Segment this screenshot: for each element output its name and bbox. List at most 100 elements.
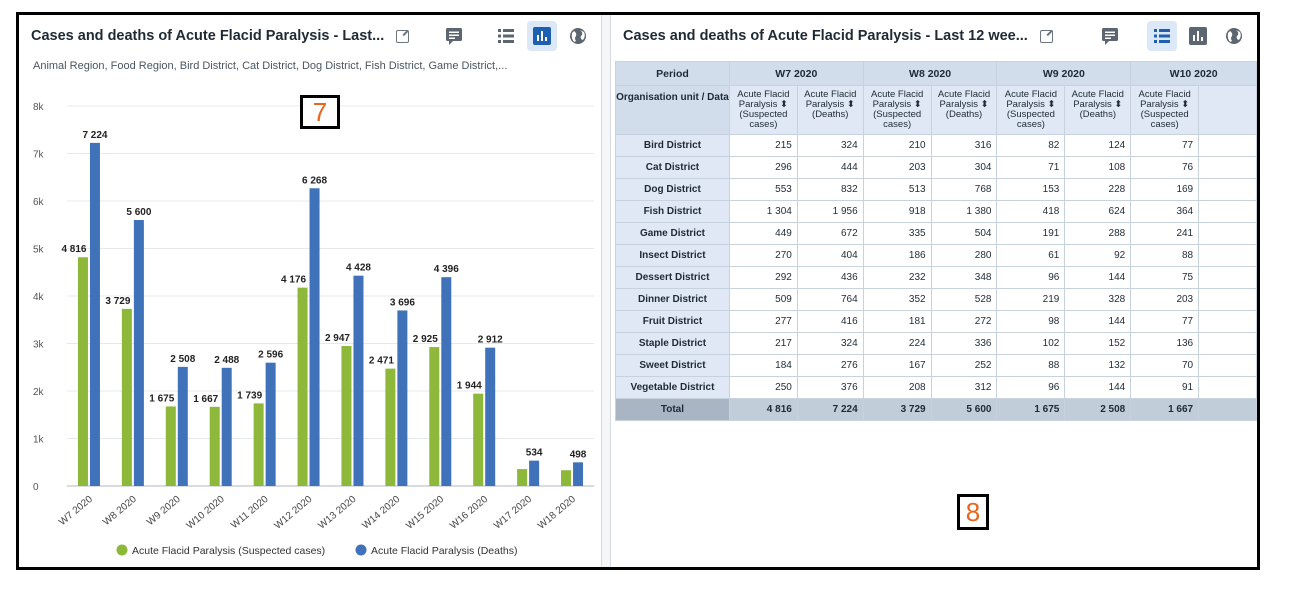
bar-suspected[interactable]: [385, 368, 396, 486]
data-label: 4 396: [434, 264, 459, 275]
bar-suspected[interactable]: [209, 406, 220, 486]
column-header-suspected[interactable]: Acute Flacid Paralysis ⬍ (Suspected case…: [862, 85, 932, 135]
x-tick-label: W10 2020: [185, 494, 227, 532]
table-row: Fish District 1 304 1 956 918 1 380 418 624 364: [615, 200, 1257, 223]
column-header-suspected[interactable]: Acute Flacid Paralysis ⬍ (Suspected case…: [996, 85, 1066, 135]
bar-deaths[interactable]: [265, 362, 276, 486]
table-row: Dessert District 292 436 232 348 96 144 75: [615, 266, 1257, 289]
bar-suspected[interactable]: [297, 287, 308, 486]
table-cell: 376: [796, 376, 864, 399]
table-cell: [1198, 354, 1257, 377]
bar-deaths[interactable]: [397, 310, 408, 486]
table-cell: 203: [1130, 288, 1200, 311]
table-header: Cases and deaths of Acute Flacid Paralys…: [611, 15, 1257, 57]
data-header-row: Organisation unit / Data Acute Flacid Pa…: [615, 85, 1257, 135]
table-cell: 152: [1064, 332, 1132, 355]
table-cell: 88: [1130, 244, 1200, 267]
view-as-chart-button[interactable]: [527, 21, 557, 51]
legend-swatch-deaths[interactable]: [355, 544, 367, 556]
period-header-row: Period W7 2020 W8 2020 W9 2020 W10 2020: [615, 61, 1257, 86]
column-header-deaths[interactable]: Acute Flacid Paralysis ⬍ (Deaths): [1064, 85, 1132, 135]
bar-suspected[interactable]: [77, 257, 88, 486]
data-label: 2 912: [478, 335, 503, 346]
table-cell: 7 224: [796, 398, 864, 421]
y-tick-label: 3k: [33, 340, 45, 351]
bar-deaths[interactable]: [353, 275, 364, 486]
bar-deaths[interactable]: [573, 462, 584, 486]
table-cell: 82: [996, 134, 1066, 157]
table-cell: 324: [796, 134, 864, 157]
data-label: 2 947: [325, 333, 350, 344]
table-cell: 250: [728, 376, 798, 399]
data-label: 2 596: [258, 350, 283, 361]
table-cell: 276: [796, 354, 864, 377]
table-cell: 1 304: [728, 200, 798, 223]
bar-deaths[interactable]: [89, 142, 100, 487]
table-row: Bird District 215 324 210 316 82 124 77: [615, 134, 1257, 157]
table-cell: 528: [930, 288, 998, 311]
column-header-deaths[interactable]: [1198, 85, 1257, 135]
bar-suspected[interactable]: [341, 346, 352, 486]
table-cell: 449: [728, 222, 798, 245]
column-header-deaths[interactable]: Acute Flacid Paralysis ⬍ (Deaths): [796, 85, 864, 135]
legend-label-suspected[interactable]: Acute Flacid Paralysis (Suspected cases): [132, 545, 325, 557]
table-cell: 217: [728, 332, 798, 355]
view-as-map-button[interactable]: [1219, 21, 1249, 51]
comment-icon: [446, 28, 462, 45]
table-cell: 77: [1130, 134, 1200, 157]
table-cell: 832: [796, 178, 864, 201]
data-label: 1 667: [193, 394, 218, 405]
bar-deaths[interactable]: [441, 277, 452, 486]
legend-label-deaths[interactable]: Acute Flacid Paralysis (Deaths): [371, 545, 517, 557]
view-as-map-button[interactable]: [563, 21, 593, 51]
bar-deaths[interactable]: [221, 367, 232, 486]
table-cell: 75: [1130, 266, 1200, 289]
bar-suspected[interactable]: [429, 347, 440, 486]
bar-deaths[interactable]: [485, 347, 496, 486]
chart-title: Cases and deaths of Acute Flacid Paralys…: [31, 28, 385, 44]
x-tick-label: W7 2020: [57, 494, 95, 528]
y-tick-label: 1k: [33, 435, 45, 446]
interpretations-button[interactable]: [1095, 21, 1125, 51]
table-cell: 252: [930, 354, 998, 377]
x-tick-label: W8 2020: [101, 494, 139, 528]
open-external-icon[interactable]: [396, 29, 410, 43]
column-header-suspected[interactable]: Acute Flacid Paralysis ⬍ (Suspected case…: [728, 85, 798, 135]
bar-suspected[interactable]: [517, 469, 528, 486]
bar-deaths[interactable]: [177, 366, 188, 486]
table-cell: 416: [796, 310, 864, 333]
column-header-deaths[interactable]: Acute Flacid Paralysis ⬍ (Deaths): [930, 85, 998, 135]
bar-suspected[interactable]: [165, 406, 176, 486]
view-as-table-button[interactable]: [491, 21, 521, 51]
open-external-icon[interactable]: [1039, 29, 1053, 43]
bar-deaths[interactable]: [309, 188, 320, 486]
table-cell: [1198, 266, 1257, 289]
bar-suspected[interactable]: [561, 470, 572, 486]
annotation-label-7: 7: [300, 95, 340, 129]
bar-suspected[interactable]: [121, 308, 132, 486]
x-tick-label: W18 2020: [536, 494, 578, 532]
table-cell: [1198, 222, 1257, 245]
row-header: Sweet District: [615, 354, 730, 377]
interpretations-button[interactable]: [439, 21, 469, 51]
table-cell: 768: [930, 178, 998, 201]
table-cell: 509: [728, 288, 798, 311]
bar-deaths[interactable]: [529, 460, 540, 486]
table-cell: 92: [1064, 244, 1132, 267]
total-row: Total 4 816 7 224 3 729 5 600 1 675 2 508 1 667: [615, 398, 1257, 421]
table-cell: 181: [862, 310, 932, 333]
bar-deaths[interactable]: [133, 220, 144, 486]
view-as-table-button[interactable]: [1147, 21, 1177, 51]
table-cell: 144: [1064, 266, 1132, 289]
bar-suspected[interactable]: [473, 393, 484, 486]
legend-swatch-suspected[interactable]: [116, 544, 128, 556]
column-header-suspected[interactable]: Acute Flacid Paralysis ⬍ (Suspected case…: [1130, 85, 1200, 135]
chart-icon: [533, 27, 551, 45]
pivot-table-container[interactable]: Period W7 2020 W8 2020 W9 2020 W10 2020 …: [615, 61, 1257, 421]
view-as-chart-button[interactable]: [1183, 21, 1213, 51]
table-cell: 167: [862, 354, 932, 377]
bar-suspected[interactable]: [253, 403, 264, 486]
table-cell: 324: [796, 332, 864, 355]
table-cell: 2 508: [1064, 398, 1132, 421]
row-header: Cat District: [615, 156, 730, 179]
